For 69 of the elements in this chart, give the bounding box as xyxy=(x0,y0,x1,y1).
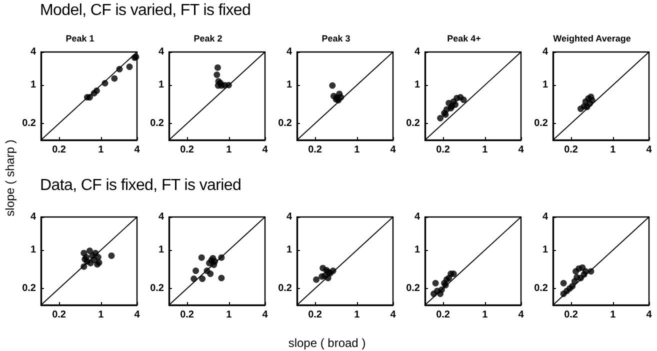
y-tick-label: 0.2 xyxy=(22,118,36,129)
x-tick-label: 4 xyxy=(518,144,524,156)
x-tick-label: 0.2 xyxy=(52,144,66,156)
y-tick-label: 0.2 xyxy=(278,282,292,294)
y-tick-label: 4 xyxy=(542,212,548,222)
y-tick-label: 0.2 xyxy=(22,282,36,294)
x-tick-label: 1 xyxy=(482,144,488,156)
y-tick-label: 0.2 xyxy=(534,282,548,294)
y-tick-label: 4 xyxy=(158,212,164,222)
x-tick-label: 4 xyxy=(262,310,268,320)
x-tick-label: 1 xyxy=(226,310,232,320)
chart-title: Peak 1 xyxy=(66,34,94,44)
y-tick-label: 0.2 xyxy=(278,118,292,129)
x-tick-label: 4 xyxy=(262,144,268,156)
x-tick-label: 0.2 xyxy=(308,144,322,156)
x-tick-label: 4 xyxy=(390,310,396,320)
y-tick-label: 1 xyxy=(414,80,420,91)
y-tick-label: 1 xyxy=(158,244,164,256)
y-tick-label: 4 xyxy=(542,46,548,58)
x-tick-label: 1 xyxy=(98,144,104,156)
y-tick-label: 4 xyxy=(414,46,420,58)
x-tick-label: 0.2 xyxy=(436,310,450,320)
x-axis-title: slope ( broad ) xyxy=(288,336,366,350)
y-tick-label: 1 xyxy=(158,80,164,91)
chart-title: Peak 2 xyxy=(194,34,222,44)
x-tick-label: 0.2 xyxy=(564,144,578,156)
x-tick-label: 0.2 xyxy=(308,310,322,320)
y-tick-label: 4 xyxy=(286,212,292,222)
x-tick-label: 0.2 xyxy=(52,310,66,320)
x-tick-label: 4 xyxy=(646,144,652,156)
text: Data, CF is fixed, FT is varied xyxy=(40,177,242,195)
y-tick-label: 4 xyxy=(30,212,36,222)
x-tick-label: 1 xyxy=(610,144,616,156)
y-tick-label: 4 xyxy=(286,46,292,58)
y-tick-label: 1 xyxy=(286,80,292,91)
x-tick-label: 4 xyxy=(134,144,140,156)
y-tick-label: 0.2 xyxy=(406,118,420,129)
y-tick-label: 1 xyxy=(30,80,36,91)
x-tick-label: 0.2 xyxy=(180,144,194,156)
x-tick-label: 4 xyxy=(646,310,652,320)
x-tick-label: 4 xyxy=(518,310,524,320)
chart-title: Peak 3 xyxy=(322,34,350,44)
y-tick-label: 1 xyxy=(542,244,548,256)
x-tick-label: 1 xyxy=(98,310,104,320)
chart-title: Weighted Average xyxy=(553,34,631,44)
x-tick-label: 1 xyxy=(226,144,232,156)
y-tick-label: 1 xyxy=(414,244,420,256)
x-tick-label: 0.2 xyxy=(436,144,450,156)
text: Model, CF is varied, FT is fixed xyxy=(40,2,251,20)
x-tick-label: 4 xyxy=(390,144,396,156)
chart-title: Peak 4+ xyxy=(447,34,481,44)
y-tick-label: 0.2 xyxy=(534,118,548,129)
y-tick-label: 4 xyxy=(414,212,420,222)
y-tick-label: 1 xyxy=(286,244,292,256)
y-tick-label: 0.2 xyxy=(150,282,164,294)
x-tick-label: 1 xyxy=(354,310,360,320)
x-tick-label: 0.2 xyxy=(180,310,194,320)
x-tick-label: 0.2 xyxy=(564,310,578,320)
y-tick-label: 0.2 xyxy=(406,282,420,294)
y-tick-label: 4 xyxy=(30,46,36,58)
y-tick-label: 4 xyxy=(158,46,164,58)
x-tick-label: 1 xyxy=(354,144,360,156)
y-tick-label: 1 xyxy=(30,244,36,256)
y-tick-label: 1 xyxy=(542,80,548,91)
x-tick-label: 1 xyxy=(610,310,616,320)
x-tick-label: 4 xyxy=(134,310,140,320)
x-tick-label: 1 xyxy=(482,310,488,320)
y-tick-label: 0.2 xyxy=(150,118,164,129)
y-axis-title: slope ( sharp ) xyxy=(3,140,17,216)
